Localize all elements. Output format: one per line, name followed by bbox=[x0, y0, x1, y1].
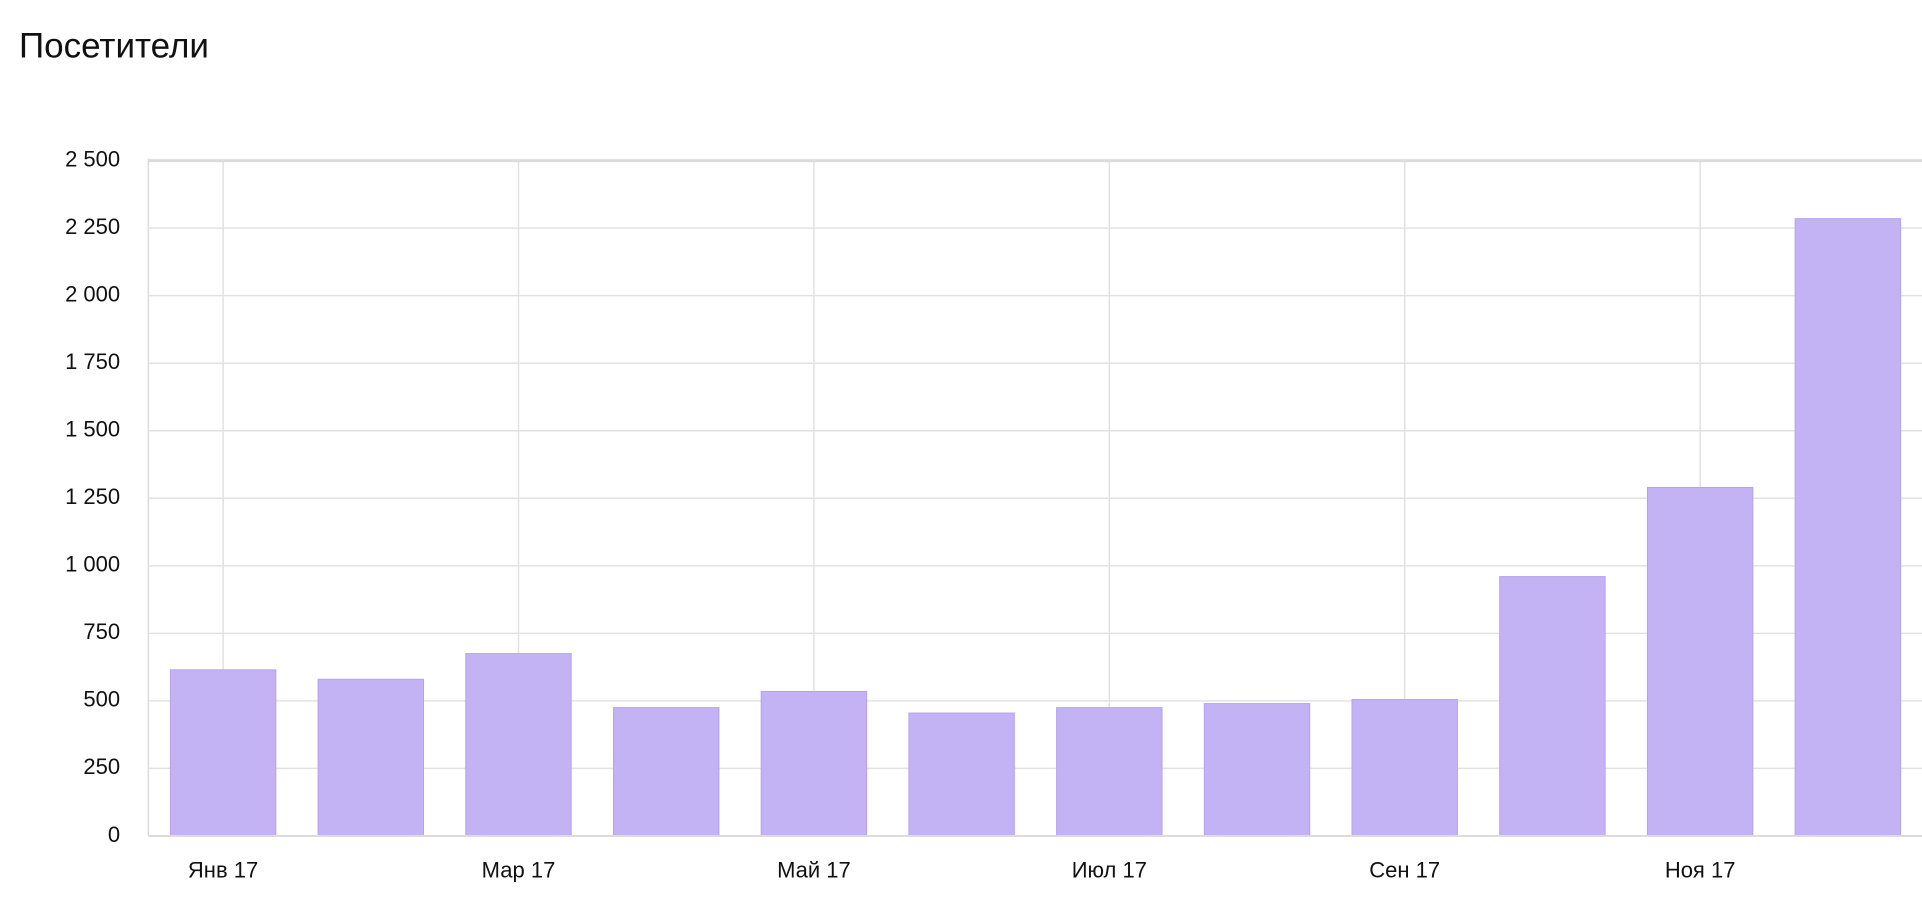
y-tick-label: 250 bbox=[83, 754, 120, 779]
bar bbox=[169, 669, 277, 837]
x-tick-label: Мар 17 bbox=[482, 857, 556, 882]
bar bbox=[1499, 576, 1606, 837]
y-tick-label: 1 250 bbox=[65, 484, 120, 509]
x-tick-label: Янв 17 bbox=[188, 857, 258, 882]
y-tick-label: 1 750 bbox=[65, 349, 120, 374]
y-tick-label: 1 000 bbox=[65, 552, 120, 577]
bar bbox=[612, 707, 720, 837]
y-tick-label: 2 250 bbox=[65, 214, 120, 239]
bar bbox=[1056, 707, 1163, 837]
bar bbox=[1794, 218, 1902, 837]
bar bbox=[1203, 703, 1311, 837]
bar bbox=[908, 712, 1015, 837]
x-tick-label: Сен 17 bbox=[1369, 857, 1440, 882]
bar bbox=[317, 678, 425, 837]
y-tick-label: 1 500 bbox=[65, 417, 120, 442]
y-tick-label: 0 bbox=[108, 822, 120, 847]
bar bbox=[760, 690, 868, 837]
y-tick-label: 2 500 bbox=[65, 146, 120, 171]
y-tick-label: 2 000 bbox=[65, 281, 120, 306]
bar bbox=[1351, 699, 1458, 837]
x-tick-label: Май 17 bbox=[777, 857, 851, 882]
bar bbox=[465, 653, 572, 837]
x-tick-label: Ноя 17 bbox=[1665, 857, 1736, 882]
y-tick-label: 750 bbox=[83, 619, 120, 644]
y-tick-label: 500 bbox=[83, 687, 120, 712]
bar bbox=[1646, 486, 1754, 837]
x-tick-label: Июл 17 bbox=[1072, 857, 1147, 882]
chart-title: Посетители bbox=[19, 26, 209, 65]
